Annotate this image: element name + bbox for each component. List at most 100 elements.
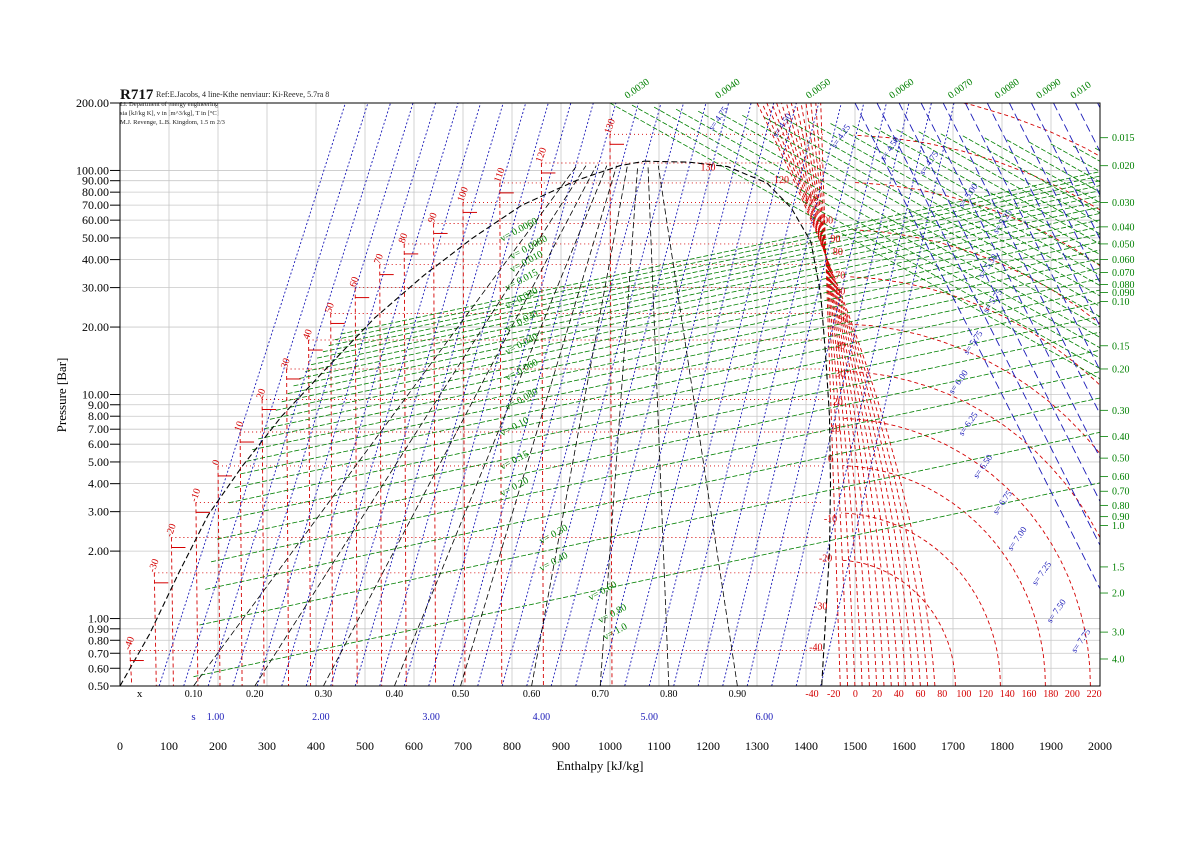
entropy-tick-label: 5.00 — [640, 712, 658, 723]
entropy-tick-label: 2.00 — [312, 712, 330, 723]
right-volume-label: 0.060 — [1112, 255, 1135, 266]
y-tick-label: 100.00 — [76, 163, 109, 177]
y-tick-label: 0.70 — [88, 646, 109, 660]
quality-axis-label: x — [137, 688, 143, 700]
isotherm-arc — [841, 512, 1001, 686]
top-volume-label: 0.0080 — [993, 77, 1022, 102]
entropy-tick-label: 4.00 — [533, 712, 551, 723]
isotherm-vapour-line — [781, 103, 899, 686]
vapour-temperature-label: -30 — [814, 601, 827, 612]
right-volume-label: 0.90 — [1112, 512, 1130, 523]
vapour-temperature-label: 130 — [701, 162, 716, 173]
isotherm-liquid-line — [462, 202, 466, 686]
temperature-tick-label: 220 — [1087, 689, 1102, 700]
quality-tick-label: 0.80 — [660, 689, 678, 700]
quality-tick-label: 0.10 — [185, 689, 203, 700]
x-tick-label: 100 — [160, 739, 178, 753]
isochore-line — [675, 108, 1100, 349]
isotherm-liquid-line — [433, 223, 437, 686]
isentrope-vapour-line — [942, 103, 1100, 415]
saturation-temperature-labels: -40 -30 -20 -10 0 10 20 30 40 50 60 70 80 90 100 110 120… — [122, 117, 624, 662]
saturated-vapour-line — [644, 160, 832, 686]
isentrope-vapour-line — [1030, 103, 1100, 241]
quality-line — [599, 165, 639, 686]
isotherm-arc — [960, 103, 1100, 157]
saturation-temperature-label: 50 — [323, 301, 337, 314]
saturation-temperature-label: 120 — [534, 146, 549, 164]
temperature-tick-label: 200 — [1065, 689, 1080, 700]
isotherm-vapour-line — [771, 103, 914, 686]
isotherm-vapour-line — [790, 103, 885, 686]
isochore-line — [287, 219, 1100, 395]
top-volume-label: 0.0030 — [623, 77, 652, 102]
y-tick-label: 200.00 — [76, 96, 109, 110]
right-volume-label: 0.30 — [1112, 406, 1130, 417]
isochore-line — [334, 175, 1100, 341]
vapour-temperature-label: 60 — [835, 286, 845, 297]
isochore-line — [653, 106, 1100, 359]
entropy-line-label: s= 5.50 — [976, 252, 1000, 280]
y-tick-label: 0.90 — [88, 622, 109, 636]
isentrope-vapour-line — [1008, 103, 1100, 284]
isotherm-liquid-line — [354, 287, 358, 686]
isotherm-liquid-line — [239, 431, 243, 686]
right-volume-label: 0.50 — [1112, 454, 1130, 465]
chart-header-line: Ref:E.Jacobs, 4 line-Kthe nenviaur: Ki-R… — [156, 90, 330, 99]
entropy-axis: s 1.00 2.00 3.00 4.00 5.00 6.00 — [191, 711, 773, 723]
entropy-tick-label: 1.00 — [207, 712, 225, 723]
x-axis-label: Enthalpy [kJ/kg] — [556, 758, 643, 773]
isotherm-liquid-line — [153, 572, 157, 686]
isentrope-line — [256, 103, 437, 686]
quality-tick-label: 0.20 — [246, 689, 264, 700]
quality-line — [657, 165, 738, 686]
y-tick-label: 9.00 — [88, 398, 109, 412]
isotherm-vapour-line — [756, 103, 936, 686]
inner-volume-label: v= 0.60 — [587, 579, 619, 603]
right-volume-label: 3.0 — [1112, 628, 1125, 639]
saturation-temperature-label: 40 — [301, 328, 315, 341]
saturation-temperature-label: 70 — [372, 252, 386, 265]
isotherm-liquid-line — [379, 264, 383, 686]
isotherm-liquid-line — [129, 650, 133, 686]
right-volume-label: 1.5 — [1112, 562, 1125, 573]
right-volume-label: 0.70 — [1112, 487, 1130, 498]
isochore-line — [830, 123, 1100, 276]
entropy-line-label: s= 6.50 — [971, 452, 995, 480]
isentrope-vapour-line — [854, 103, 1100, 590]
temperature-tick-label: 0 — [853, 689, 858, 700]
isotherm-vapour-line — [785, 103, 892, 686]
isentrope-line — [575, 103, 730, 686]
isotherm-liquid-line — [609, 134, 613, 686]
isotherm-arc — [1098, 103, 1100, 104]
entropy-tick-label: 6.00 — [756, 712, 774, 723]
isotherm-arc — [850, 229, 1100, 325]
vapour-temperature-labels: 1301201101009080706050403020100-10-20-30… — [701, 162, 848, 653]
isotherm-liquid-line — [286, 368, 290, 686]
y-tick-label: 90.00 — [82, 174, 109, 188]
entropy-line-label: s= 6.25 — [956, 410, 980, 438]
y-tick-label: 0.50 — [88, 679, 109, 693]
top-volume-label: 0.0060 — [887, 77, 916, 102]
y-tick-label: 0.80 — [88, 633, 109, 647]
y-tick-label: 4.00 — [88, 477, 109, 491]
quality-lines — [193, 165, 738, 686]
saturation-temperature-label: 90 — [426, 211, 440, 224]
entropy-tick-label: 3.00 — [422, 712, 440, 723]
x-tick-label: 200 — [209, 739, 227, 753]
right-volume-label: 0.40 — [1112, 432, 1130, 443]
vapour-temperature-label: -40 — [809, 643, 822, 654]
temperature-tick-label: 120 — [978, 689, 993, 700]
saturation-temperature-label: -20 — [164, 522, 179, 538]
isochore-line — [1094, 147, 1100, 152]
isochore-line — [246, 278, 1100, 462]
y-axis-label: Pressure [Bar] — [54, 358, 69, 433]
isochore-line — [299, 206, 1100, 379]
top-volume-label: 0.0090 — [1034, 77, 1063, 102]
x-tick-label: 0 — [117, 739, 123, 753]
isotherm-arc — [847, 323, 1100, 455]
temperature-tick-label: 180 — [1043, 689, 1058, 700]
right-volume-label: 0.60 — [1112, 472, 1130, 483]
right-volume-label: 0.020 — [1112, 161, 1135, 172]
y-tick-label: 30.00 — [82, 281, 109, 295]
isochore-line — [222, 331, 1100, 521]
